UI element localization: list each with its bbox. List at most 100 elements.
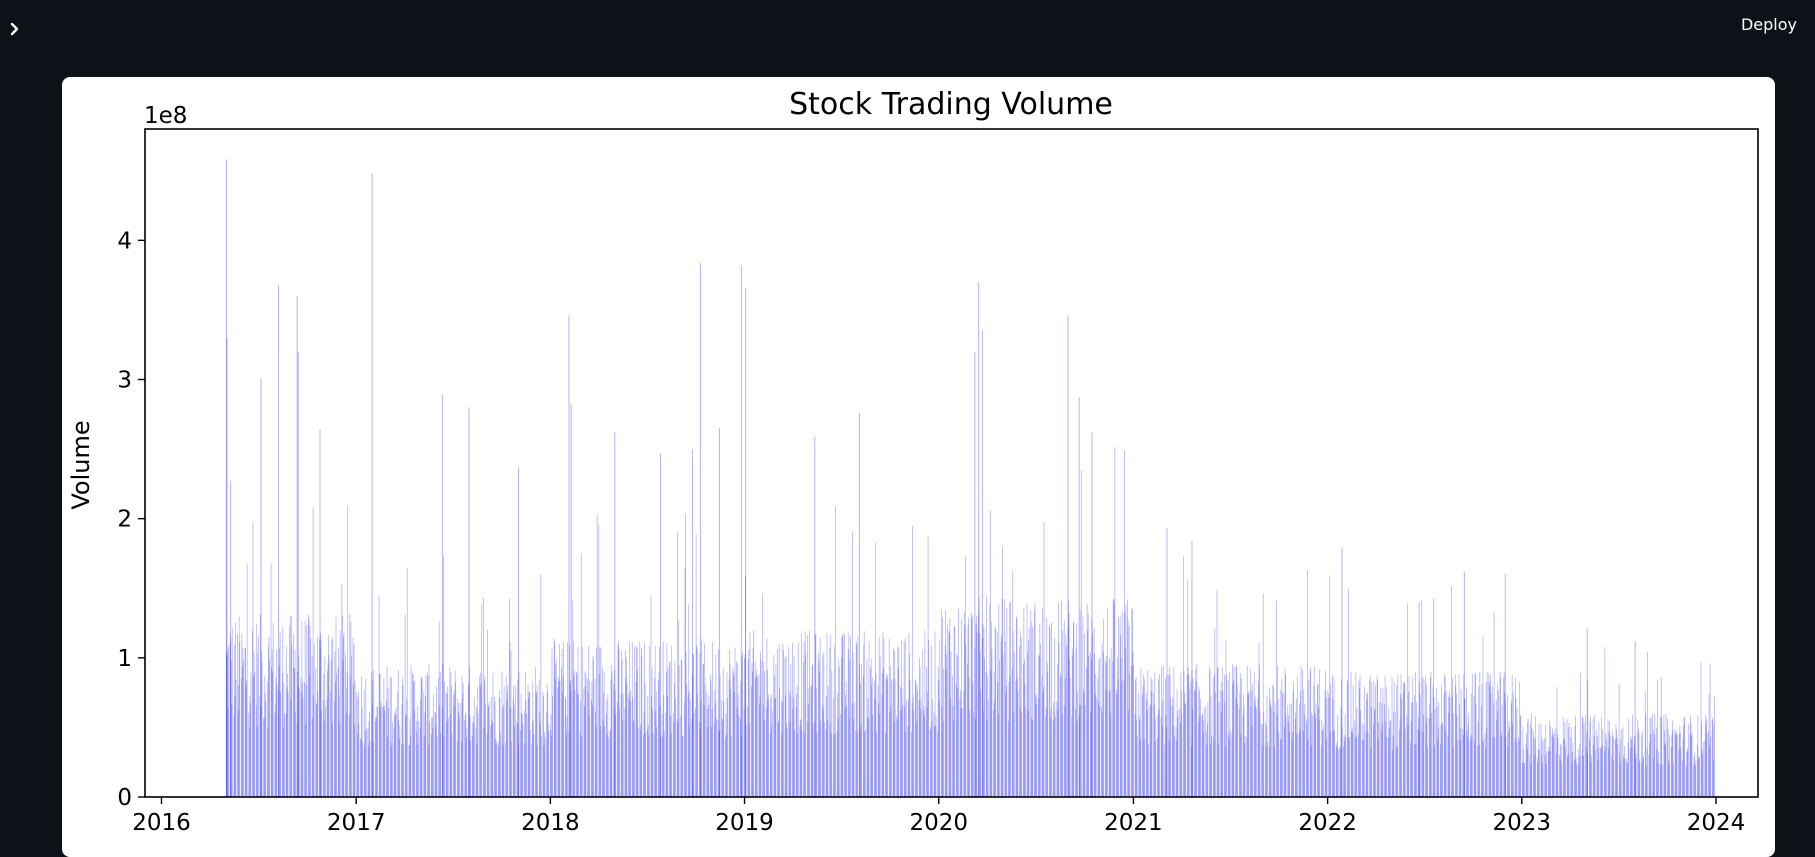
volume-bar <box>912 694 914 797</box>
volume-bar <box>1507 694 1508 797</box>
volume-bar <box>876 732 877 797</box>
volume-bar <box>1279 739 1281 797</box>
volume-bar <box>1121 682 1123 797</box>
volume-bar <box>1056 701 1058 797</box>
volume-bar <box>345 712 347 797</box>
volume-bar <box>1511 699 1513 797</box>
volume-bar <box>238 616 240 797</box>
volume-bar <box>721 700 723 797</box>
volume-bar <box>1482 741 1483 797</box>
volume-bar <box>748 723 750 797</box>
volume-bar <box>1079 609 1081 797</box>
volume-bar <box>306 625 308 797</box>
volume-bar <box>1118 617 1119 797</box>
volume-bar <box>346 687 348 797</box>
volume-bar <box>1463 699 1465 797</box>
volume-bar <box>330 660 332 797</box>
volume-bar <box>598 674 600 797</box>
volume-bar <box>1496 684 1498 797</box>
volume-bar <box>477 686 478 797</box>
volume-bar <box>870 658 872 797</box>
volume-bar <box>1314 718 1316 797</box>
volume-bar <box>1488 672 1490 797</box>
volume-bar <box>1133 665 1134 797</box>
volume-bar <box>1334 730 1335 797</box>
volume-bar <box>412 672 413 797</box>
volume-bar <box>587 691 589 797</box>
volume-bar <box>1418 716 1419 797</box>
volume-bar <box>1296 733 1298 797</box>
volume-bar <box>1447 696 1449 797</box>
volume-bar <box>1518 737 1519 797</box>
volume-bar <box>287 674 288 797</box>
volume-bar <box>964 624 966 797</box>
x-tick-label: 2018 <box>521 810 580 836</box>
volume-bar <box>1548 746 1550 797</box>
volume-peak-bar <box>699 262 701 798</box>
volume-bar <box>1046 617 1048 797</box>
volume-bar <box>1626 758 1627 797</box>
volume-bar <box>1462 734 1464 797</box>
volume-peak-bar <box>1418 602 1420 797</box>
volume-bar <box>692 674 693 797</box>
volume-bar <box>775 697 776 797</box>
volume-bar <box>228 646 229 797</box>
volume-bar <box>1339 746 1341 797</box>
volume-bar <box>1594 714 1596 797</box>
volume-bar <box>521 713 523 797</box>
volume-bar <box>631 642 633 797</box>
volume-bar <box>462 682 464 797</box>
volume-bar <box>1429 677 1431 797</box>
volume-bar <box>1387 737 1389 797</box>
volume-bar <box>978 597 980 797</box>
volume-bar <box>410 665 412 797</box>
volume-bar <box>734 692 735 797</box>
volume-bar <box>1469 740 1471 797</box>
volume-bar <box>510 651 512 797</box>
volume-bar <box>677 722 679 797</box>
volume-bar <box>276 649 277 797</box>
volume-bar <box>268 636 270 797</box>
volume-bar <box>726 671 728 797</box>
volume-bar <box>1541 737 1543 797</box>
volume-bar <box>316 702 318 797</box>
volume-bar <box>1341 726 1343 797</box>
volume-bar <box>1526 749 1528 797</box>
volume-bar <box>773 675 775 797</box>
volume-bar <box>323 673 325 797</box>
volume-bar <box>252 521 254 797</box>
volume-bar <box>320 640 322 797</box>
volume-bar <box>1701 722 1703 797</box>
volume-bar <box>1505 736 1507 797</box>
volume-bar <box>305 724 307 797</box>
volume-bar <box>1516 707 1518 797</box>
volume-bar <box>987 699 989 797</box>
volume-bar <box>410 735 411 797</box>
volume-bar <box>1518 740 1520 797</box>
volume-bar <box>740 735 742 797</box>
volume-bar <box>1036 694 1038 797</box>
volume-bar <box>770 726 772 797</box>
volume-bar <box>1169 667 1171 797</box>
volume-bar <box>714 702 716 797</box>
volume-bar <box>1218 743 1219 797</box>
volume-bar <box>341 615 343 797</box>
chevron-right-icon[interactable] <box>2 16 28 42</box>
volume-bar <box>322 700 324 797</box>
volume-bar <box>1691 735 1692 797</box>
volume-bar <box>1373 681 1375 797</box>
volume-bar <box>1629 748 1631 797</box>
volume-bar <box>1084 633 1085 797</box>
volume-bar <box>503 704 504 797</box>
volume-bar <box>413 681 415 797</box>
volume-bar <box>302 681 303 797</box>
volume-bar <box>283 683 285 797</box>
volume-bar <box>1483 739 1484 797</box>
volume-bar <box>431 717 433 797</box>
volume-bar <box>523 710 525 797</box>
deploy-button[interactable]: Deploy <box>1733 12 1805 38</box>
volume-bar <box>1540 723 1542 797</box>
volume-bar <box>1676 734 1678 797</box>
volume-bar <box>1060 673 1061 797</box>
volume-bar <box>736 707 738 797</box>
